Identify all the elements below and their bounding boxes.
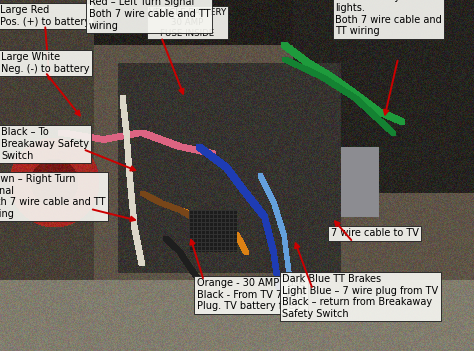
Text: Red – Left Turn Signal
Both 7 wire cable and TT
wiring: Red – Left Turn Signal Both 7 wire cable…	[89, 0, 210, 31]
Text: Large Red
Pos. (+) to battery: Large Red Pos. (+) to battery	[0, 5, 90, 27]
Text: Green – Body and tail
lights.
Both 7 wire cable and
TT wiring: Green – Body and tail lights. Both 7 wir…	[335, 0, 442, 37]
Text: VEHICLE BATTERY
30 AMP
FUSE INSIDE: VEHICLE BATTERY 30 AMP FUSE INSIDE	[149, 8, 226, 38]
Text: Large White
Neg. (-) to battery: Large White Neg. (-) to battery	[1, 52, 89, 74]
Text: Black – To
Breakaway Safety
Switch: Black – To Breakaway Safety Switch	[1, 127, 89, 160]
Text: 7 wire cable to TV: 7 wire cable to TV	[330, 229, 419, 238]
Text: Orange - 30 AMP Fuse
Black - From TV 7 wire
Plug. TV battery feed: Orange - 30 AMP Fuse Black - From TV 7 w…	[197, 278, 306, 311]
Text: Brown – Right Turn
Signal
Both 7 wire cable and TT
wiring: Brown – Right Turn Signal Both 7 wire ca…	[0, 174, 106, 219]
Text: Dark Blue TT Brakes
Light Blue – 7 wire plug from TV
Black – return from Breakaw: Dark Blue TT Brakes Light Blue – 7 wire …	[282, 274, 438, 319]
